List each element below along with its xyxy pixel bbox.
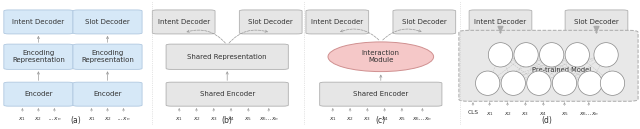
Ellipse shape [514,43,538,67]
FancyBboxPatch shape [73,44,142,69]
Ellipse shape [540,43,564,67]
Text: $x_2$: $x_2$ [504,110,511,118]
Text: Slot Decoder: Slot Decoder [248,19,293,25]
FancyBboxPatch shape [393,10,456,34]
Text: $x_1$: $x_1$ [19,115,26,123]
Text: $x_6$...$x_n$: $x_6$...$x_n$ [259,115,278,123]
Text: Intent Decoder: Intent Decoder [157,19,210,25]
Text: ...$x_n$: ...$x_n$ [48,115,61,123]
Text: $x_5$: $x_5$ [561,110,568,118]
Ellipse shape [328,42,434,72]
FancyBboxPatch shape [306,10,369,34]
Text: $x_4$: $x_4$ [227,115,235,123]
Text: Encoding
Representation: Encoding Representation [81,50,134,63]
FancyBboxPatch shape [73,10,142,34]
Text: Slot Decoder: Slot Decoder [574,19,619,25]
Ellipse shape [501,71,525,95]
FancyBboxPatch shape [73,82,142,106]
Text: Shared Representation: Shared Representation [188,54,267,60]
Text: Encoding
Representation: Encoding Representation [12,50,65,63]
Text: $x_1$: $x_1$ [486,110,493,118]
Text: ...$x_n$: ...$x_n$ [117,115,130,123]
Ellipse shape [476,71,500,95]
Ellipse shape [565,43,589,67]
Text: Intent Decoder: Intent Decoder [474,19,527,25]
Text: $x_3$: $x_3$ [522,110,529,118]
FancyBboxPatch shape [152,10,215,34]
Text: Encoder: Encoder [93,91,122,97]
Text: (c): (c) [376,116,386,125]
FancyBboxPatch shape [4,44,73,69]
FancyBboxPatch shape [166,82,288,106]
Ellipse shape [552,71,577,95]
FancyBboxPatch shape [459,30,638,101]
Text: Intent Decoder: Intent Decoder [311,19,364,25]
FancyBboxPatch shape [565,10,628,34]
Text: $x_1$: $x_1$ [175,115,183,123]
Text: $x_1$: $x_1$ [88,115,95,123]
FancyBboxPatch shape [4,82,73,106]
Text: $x_3$: $x_3$ [364,115,371,123]
Text: Slot Decoder: Slot Decoder [85,19,130,25]
FancyBboxPatch shape [469,10,532,34]
Text: Pre-trained Model: Pre-trained Model [532,67,591,73]
Ellipse shape [527,71,551,95]
Text: Shared Encoder: Shared Encoder [353,91,408,97]
Ellipse shape [578,71,602,95]
Text: $x_3$: $x_3$ [210,115,218,123]
Text: Intent Decoder: Intent Decoder [12,19,65,25]
Ellipse shape [594,43,618,67]
Text: $x_2$: $x_2$ [193,115,200,123]
Text: $x_4$: $x_4$ [381,115,388,123]
Text: $x_5$: $x_5$ [398,115,406,123]
Text: $x_1$: $x_1$ [329,115,337,123]
Text: $x_6$...$x_n$: $x_6$...$x_n$ [579,110,598,118]
FancyBboxPatch shape [319,82,442,106]
Text: $x_4$: $x_4$ [540,110,547,118]
Text: Interaction
Module: Interaction Module [362,50,400,63]
Text: $x_5$: $x_5$ [244,115,252,123]
Text: $x_2$: $x_2$ [35,115,42,123]
FancyBboxPatch shape [239,10,302,34]
Text: Slot Decoder: Slot Decoder [402,19,447,25]
Ellipse shape [600,71,625,95]
Text: Shared Encoder: Shared Encoder [200,91,255,97]
Text: (d): (d) [542,116,552,125]
Text: Encoder: Encoder [24,91,52,97]
FancyBboxPatch shape [4,10,73,34]
Text: (b): (b) [222,116,232,125]
Text: $x_2$: $x_2$ [104,115,111,123]
Text: $x_2$: $x_2$ [346,115,354,123]
FancyBboxPatch shape [166,44,288,69]
Text: $x_6$...$x_n$: $x_6$...$x_n$ [413,115,432,123]
Ellipse shape [488,43,513,67]
Text: CLS: CLS [467,110,479,115]
Text: (a): (a) [70,116,81,125]
